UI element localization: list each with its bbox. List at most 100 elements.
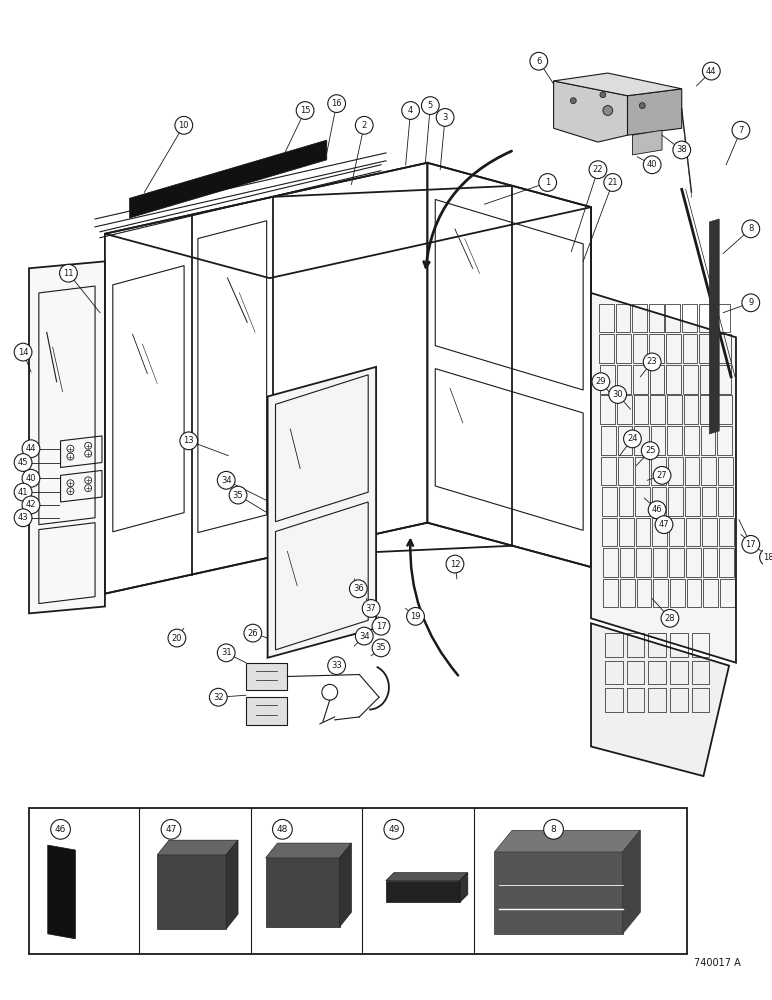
Text: 22: 22	[593, 165, 603, 174]
Circle shape	[673, 141, 691, 159]
Circle shape	[539, 174, 557, 191]
Text: 1: 1	[545, 178, 550, 187]
Text: 19: 19	[410, 612, 421, 621]
Circle shape	[742, 294, 760, 312]
Polygon shape	[268, 367, 376, 658]
Circle shape	[161, 819, 181, 839]
Text: 47: 47	[659, 520, 669, 529]
Text: 3: 3	[442, 113, 448, 122]
Circle shape	[571, 98, 576, 104]
Polygon shape	[494, 830, 640, 852]
Circle shape	[209, 688, 227, 706]
Circle shape	[600, 92, 606, 98]
Text: 36: 36	[353, 584, 364, 593]
Polygon shape	[246, 697, 287, 725]
Circle shape	[543, 819, 564, 839]
Text: 13: 13	[184, 436, 194, 445]
Circle shape	[609, 386, 627, 403]
Text: 34: 34	[221, 476, 232, 485]
Circle shape	[372, 639, 390, 657]
Text: 11: 11	[63, 269, 73, 278]
Circle shape	[446, 555, 464, 573]
Text: 17: 17	[746, 540, 756, 549]
Polygon shape	[48, 845, 76, 939]
Text: 23: 23	[647, 357, 658, 366]
Polygon shape	[340, 843, 351, 927]
Polygon shape	[157, 840, 238, 855]
Text: 40: 40	[25, 474, 36, 483]
Text: 38: 38	[676, 145, 687, 154]
Polygon shape	[130, 140, 327, 218]
Circle shape	[218, 644, 235, 662]
Text: 24: 24	[627, 434, 638, 443]
Circle shape	[604, 174, 621, 191]
Circle shape	[59, 264, 77, 282]
Text: 16: 16	[331, 99, 342, 108]
Text: 25: 25	[645, 446, 655, 455]
Circle shape	[661, 609, 679, 627]
Text: 46: 46	[652, 505, 662, 514]
Circle shape	[180, 432, 198, 450]
Circle shape	[653, 466, 671, 484]
Circle shape	[296, 102, 314, 119]
Text: 34: 34	[359, 632, 370, 641]
Polygon shape	[29, 808, 686, 954]
Text: 18: 18	[764, 553, 772, 562]
Circle shape	[384, 819, 404, 839]
Circle shape	[742, 220, 760, 238]
Text: 48: 48	[276, 825, 288, 834]
Text: 14: 14	[18, 348, 29, 357]
Text: 5: 5	[428, 101, 433, 110]
Circle shape	[732, 121, 750, 139]
Circle shape	[328, 95, 346, 112]
Circle shape	[328, 657, 346, 675]
Circle shape	[355, 627, 373, 645]
Polygon shape	[386, 881, 460, 902]
Polygon shape	[494, 852, 622, 934]
Text: 29: 29	[596, 377, 606, 386]
Text: 35: 35	[376, 643, 386, 652]
Circle shape	[14, 509, 32, 527]
Circle shape	[401, 102, 419, 119]
Circle shape	[655, 516, 673, 534]
Text: 47: 47	[165, 825, 177, 834]
Circle shape	[530, 52, 547, 70]
Text: 44: 44	[25, 444, 36, 453]
Circle shape	[589, 161, 607, 179]
Polygon shape	[460, 873, 468, 902]
Polygon shape	[554, 73, 682, 96]
Circle shape	[436, 109, 454, 126]
Text: 27: 27	[657, 471, 667, 480]
Text: 35: 35	[232, 491, 243, 500]
Text: 40: 40	[647, 160, 658, 169]
Polygon shape	[29, 261, 105, 613]
Circle shape	[760, 548, 772, 566]
Text: 31: 31	[221, 648, 232, 657]
Circle shape	[422, 97, 439, 114]
Circle shape	[355, 116, 373, 134]
Circle shape	[67, 480, 74, 487]
Text: 43: 43	[18, 513, 29, 522]
Circle shape	[14, 454, 32, 471]
Text: 46: 46	[55, 825, 66, 834]
Polygon shape	[632, 130, 662, 155]
Polygon shape	[591, 623, 729, 776]
Circle shape	[362, 600, 380, 617]
Circle shape	[168, 629, 186, 647]
Polygon shape	[266, 843, 351, 858]
Circle shape	[85, 442, 92, 449]
Text: 45: 45	[18, 458, 29, 467]
Circle shape	[218, 471, 235, 489]
Circle shape	[67, 488, 74, 495]
Text: 44: 44	[706, 67, 716, 76]
Circle shape	[14, 343, 32, 361]
Circle shape	[592, 373, 610, 391]
Circle shape	[244, 624, 262, 642]
Circle shape	[175, 116, 193, 134]
Circle shape	[51, 819, 70, 839]
Circle shape	[603, 106, 613, 115]
Circle shape	[273, 819, 293, 839]
Polygon shape	[622, 830, 640, 934]
Circle shape	[372, 617, 390, 635]
Polygon shape	[591, 293, 736, 663]
